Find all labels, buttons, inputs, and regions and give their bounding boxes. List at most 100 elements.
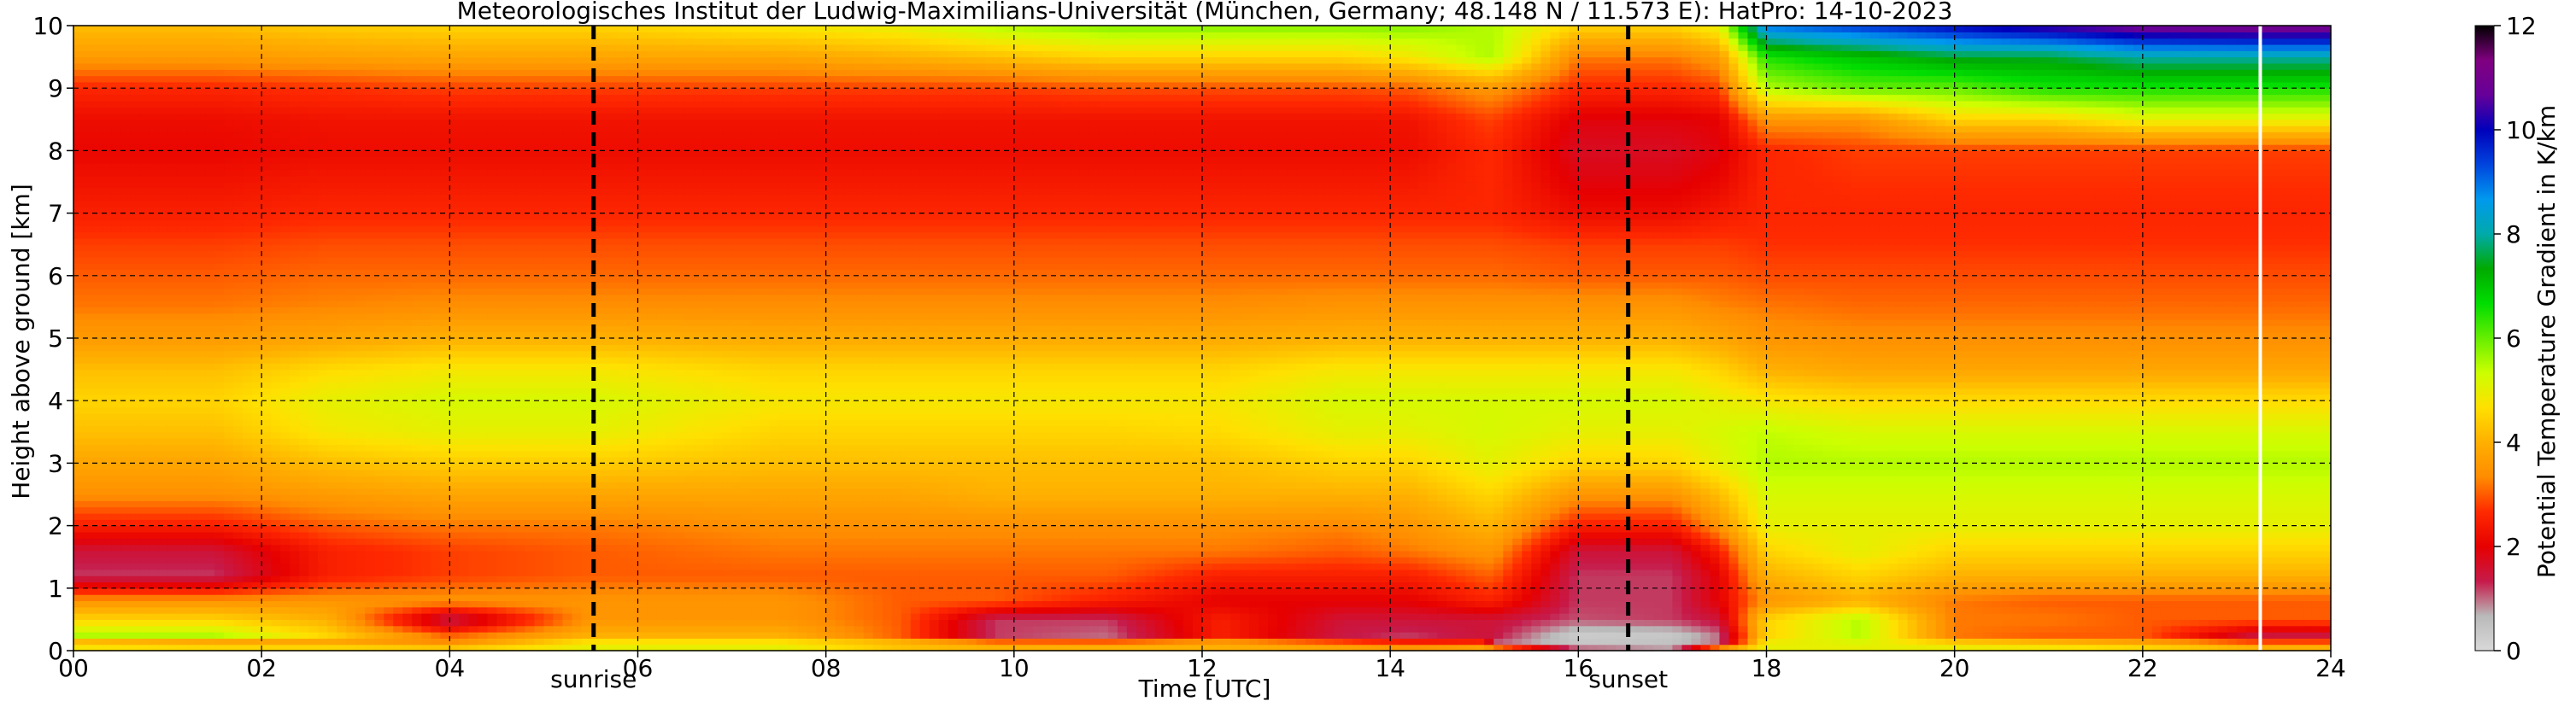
heatmap-cell [1287, 638, 1297, 645]
heatmap-cell [1776, 545, 1787, 552]
heatmap-cell [1202, 564, 1212, 570]
heatmap-cell [1465, 588, 1476, 595]
heatmap-cell [233, 588, 244, 595]
heatmap-cell [628, 532, 638, 539]
heatmap-cell [506, 557, 516, 564]
heatmap-cell [1964, 632, 1975, 639]
heatmap-cell [1964, 600, 1975, 607]
heatmap-cell [1870, 613, 1881, 620]
heatmap-cell [553, 532, 563, 539]
heatmap-cell [873, 538, 883, 545]
heatmap-cell [1955, 632, 1965, 639]
heatmap-cell [1014, 538, 1024, 545]
heatmap-cell [214, 607, 225, 614]
heatmap-cell [1795, 619, 1805, 626]
heatmap-cell [1889, 632, 1899, 639]
heatmap-cell [1146, 551, 1156, 558]
heatmap-cell [695, 619, 705, 626]
heatmap-cell [102, 538, 112, 545]
heatmap-cell [1719, 538, 1729, 545]
heatmap-cell [1080, 570, 1090, 576]
heatmap-cell [1334, 594, 1344, 601]
heatmap-cell [449, 576, 460, 582]
heatmap-cell [506, 526, 516, 533]
heatmap-cell [102, 632, 112, 639]
heatmap-cell [2321, 607, 2332, 614]
heatmap-cell [506, 638, 516, 645]
heatmap-cell [1880, 619, 1890, 626]
heatmap-cell [695, 532, 705, 539]
heatmap-cell [1503, 564, 1513, 570]
heatmap-cell [402, 538, 413, 545]
heatmap-cell [2096, 538, 2106, 545]
heatmap-cell [2180, 626, 2191, 633]
heatmap-cell [1738, 532, 1748, 539]
heatmap-cell [1362, 619, 1372, 626]
heatmap-cell [2303, 570, 2313, 576]
heatmap-cell [732, 600, 742, 607]
heatmap-cell [2180, 545, 2191, 552]
heatmap-cell [1446, 557, 1457, 564]
heatmap-cell [1071, 532, 1081, 539]
heatmap-cell [553, 619, 563, 626]
heatmap-cell [1033, 632, 1043, 639]
heatmap-cell [581, 570, 591, 576]
heatmap-cell [1446, 588, 1457, 595]
heatmap-cell [562, 557, 572, 564]
heatmap-cell [92, 594, 103, 601]
heatmap-cell [308, 626, 319, 633]
heatmap-cell [742, 526, 752, 533]
heatmap-cell [543, 526, 554, 533]
heatmap-cell [1353, 564, 1363, 570]
heatmap-cell [1080, 607, 1090, 614]
heatmap-cell [901, 619, 912, 626]
heatmap-cell [723, 576, 733, 582]
heatmap-cell [130, 588, 140, 595]
heatmap-cell [1456, 632, 1466, 639]
heatmap-cell [1550, 538, 1560, 545]
heatmap-cell [1334, 626, 1344, 633]
heatmap-cell [732, 538, 742, 545]
heatmap-cell [2284, 626, 2294, 633]
heatmap-cell [261, 551, 272, 558]
heatmap-cell [1484, 619, 1494, 626]
heatmap-cell [2218, 564, 2228, 570]
heatmap-cell [1936, 600, 1946, 607]
heatmap-cell [1033, 600, 1043, 607]
heatmap-cell [1475, 588, 1485, 595]
heatmap-cell [158, 526, 168, 533]
heatmap-cell [1005, 600, 1015, 607]
heatmap-cell [1399, 588, 1410, 595]
heatmap-cell [1512, 576, 1523, 582]
heatmap-cell [355, 538, 366, 545]
heatmap-cell [666, 545, 677, 552]
heatmap-cell [1974, 551, 1984, 558]
heatmap-cell [562, 526, 572, 533]
heatmap-cell [468, 626, 478, 633]
heatmap-cell [1747, 619, 1757, 626]
heatmap-cell [2321, 557, 2332, 564]
heatmap-cell [901, 632, 912, 639]
heatmap-cell [1334, 564, 1344, 570]
heatmap-cell [1371, 570, 1382, 576]
heatmap-cell [130, 607, 140, 614]
heatmap-cell [2321, 545, 2332, 552]
heatmap-cell [1437, 570, 1447, 576]
heatmap-cell [1249, 613, 1259, 620]
heatmap-cell [807, 588, 818, 595]
heatmap-cell [1287, 607, 1297, 614]
heatmap-cell [826, 632, 836, 639]
heatmap-cell [751, 607, 761, 614]
heatmap-cell [1842, 570, 1852, 576]
heatmap-cell [1183, 551, 1194, 558]
heatmap-cell [836, 570, 846, 576]
heatmap-cell [751, 526, 761, 533]
heatmap-cell [308, 619, 319, 626]
heatmap-cell [1428, 576, 1438, 582]
heatmap-cell [1719, 594, 1729, 601]
heatmap-cell [1277, 570, 1288, 576]
heatmap-cell [713, 613, 724, 620]
heatmap-cell [958, 613, 968, 620]
heatmap-cell [1663, 638, 1673, 645]
heatmap-cell [1880, 632, 1890, 639]
